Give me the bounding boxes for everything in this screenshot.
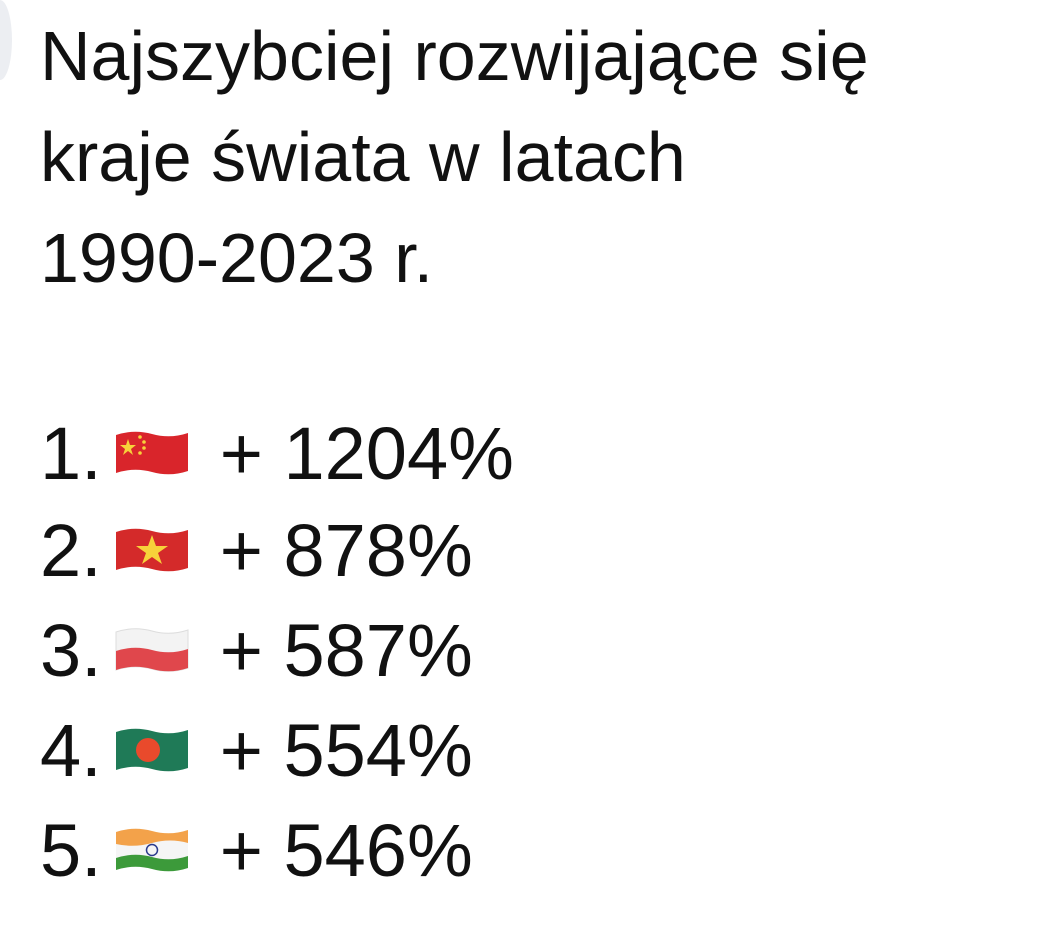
title-line: kraje świata w latach xyxy=(40,118,686,196)
growth-value: + 546% xyxy=(219,808,473,892)
growth-value: + 878% xyxy=(219,508,473,592)
bangladesh-flag-icon xyxy=(114,726,190,774)
china-flag-icon xyxy=(114,429,190,477)
growth-value: + 554% xyxy=(219,708,473,792)
rank-number: 2. xyxy=(40,508,102,592)
post-title: Najszybciej rozwijające się kraje świata… xyxy=(40,6,1020,309)
growth-value: + 587% xyxy=(219,608,473,692)
list-item: 5. + 546% xyxy=(40,800,473,900)
title-line: 1990-2023 r. xyxy=(40,219,434,297)
list-item: 4. + 554% xyxy=(40,700,473,800)
rank-number: 1. xyxy=(40,411,102,495)
rank-number: 5. xyxy=(40,808,102,892)
list-item: 3. + 587% xyxy=(40,600,473,700)
vietnam-flag-icon xyxy=(114,526,190,574)
india-flag-icon xyxy=(114,826,190,874)
list-item: 2. + 878% xyxy=(40,500,473,600)
list-item: 1. + 1204% xyxy=(40,403,514,503)
poland-flag-icon xyxy=(114,626,190,674)
title-line: Najszybciej rozwijające się xyxy=(40,17,869,95)
rank-number: 4. xyxy=(40,708,102,792)
avatar[interactable] xyxy=(0,0,12,80)
growth-value: + 1204% xyxy=(219,411,514,495)
rank-number: 3. xyxy=(40,608,102,692)
